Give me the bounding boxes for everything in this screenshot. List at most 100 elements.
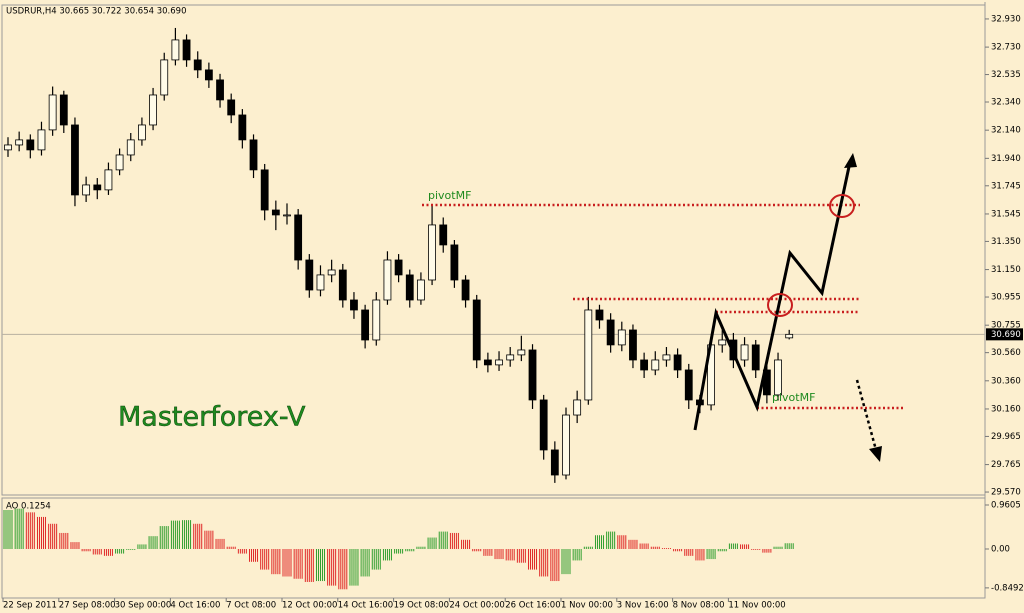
candle-body: [617, 329, 626, 346]
candle-body: [294, 214, 303, 261]
candle-body: [461, 279, 470, 301]
drawings: [422, 153, 905, 462]
y-tick-label: 32.535: [991, 70, 1021, 80]
candle-body: [361, 309, 370, 341]
y-tick-label: 31.350: [991, 237, 1021, 247]
candle-body: [640, 359, 649, 371]
candle-body: [283, 214, 291, 217]
y-tick-label: 30.160: [991, 404, 1021, 414]
candle-body: [472, 299, 481, 361]
candle-body: [327, 269, 336, 276]
y-tick-label: 32.340: [991, 98, 1021, 108]
zigzag: [693, 161, 852, 431]
candle-body: [171, 39, 180, 61]
candle-body: [59, 94, 68, 126]
watermark: Masterforex-V: [118, 402, 306, 433]
candle-body: [149, 94, 157, 126]
candle-body: [550, 449, 559, 476]
x-tick-label: 12 Oct 00:00: [282, 601, 337, 611]
candle-body: [260, 169, 269, 211]
candle-body: [48, 94, 57, 131]
candle-body: [126, 139, 135, 156]
candle-body: [450, 244, 459, 281]
candle-body: [204, 69, 213, 81]
candle-body: [93, 184, 102, 191]
y-tick-label: 31.745: [991, 181, 1021, 191]
y-tick-label: 30.360: [991, 376, 1021, 386]
candle-body: [37, 129, 46, 151]
candle-body: [104, 169, 113, 191]
candle-body: [718, 339, 727, 346]
candle-body: [417, 279, 425, 301]
candle-body: [673, 354, 682, 371]
candle-body: [216, 79, 224, 101]
candle-body: [562, 414, 570, 476]
x-tick-label: 19 Oct 08:00: [394, 601, 449, 611]
candle-body: [584, 309, 593, 401]
candle-body: [115, 154, 124, 171]
candle-body: [785, 333, 794, 339]
candle-body: [249, 139, 258, 171]
y-tick-label: 31.150: [991, 265, 1021, 275]
annotation: pivotMF: [428, 189, 471, 202]
candle-body: [606, 319, 615, 346]
circle-marker: [767, 293, 793, 317]
candle-body: [573, 399, 582, 416]
candle-body: [539, 399, 548, 451]
arrow-head: [844, 153, 857, 168]
candle-body: [15, 139, 24, 146]
candle-body: [439, 224, 448, 246]
candle-body: [271, 209, 280, 216]
arrow-head: [869, 446, 882, 462]
marks: 32.930 32.730 32.535 32.340 32.140 31.940 31.7…: [2, 14, 1024, 611]
x-tick-label: 4 Oct 16:00: [170, 601, 220, 611]
candle-body: [4, 144, 12, 151]
candle-body: [651, 359, 660, 371]
x-tick-label: 26 Oct 16:00: [505, 601, 560, 611]
candle-body: [483, 359, 492, 366]
candle-body: [751, 344, 760, 371]
y-tick-label: 29.570: [991, 488, 1021, 498]
candle-body: [238, 114, 247, 141]
candle-body: [517, 349, 526, 356]
x-tick-label: 1 Nov 00:00: [561, 601, 613, 611]
x-tick-label: 14 Oct 16:00: [338, 601, 393, 611]
candle-body: [383, 259, 392, 301]
candle-body: [26, 139, 35, 151]
y-tick-label: 32.140: [991, 126, 1021, 136]
y-tick-label: 0.00: [991, 544, 1010, 554]
candle-body: [182, 39, 191, 61]
x-tick-label: 24 Oct 00:00: [449, 601, 504, 611]
x-tick-label: 8 Nov 08:00: [673, 601, 725, 611]
candle-body: [372, 299, 381, 341]
candle-body: [316, 274, 325, 291]
candle-body: [428, 224, 436, 281]
candle-body: [193, 59, 202, 71]
candle-body: [305, 259, 314, 291]
candle-body: [629, 329, 637, 361]
dotted-arrow: [855, 379, 878, 451]
candle-body: [227, 99, 236, 116]
candle-body: [662, 354, 671, 361]
chart-header: USDRUR,H4 30.665 30.722 30.654 30.690: [6, 7, 186, 17]
y-tick-label: 29.965: [991, 432, 1021, 442]
y-tick-label: 29.765: [991, 460, 1021, 470]
candle-body: [394, 259, 403, 276]
y-tick-label: 32.730: [991, 43, 1021, 53]
x-tick-label: 22 Sep 2011: [3, 601, 57, 611]
y-tick-label: -0.8492: [991, 583, 1024, 593]
y-tick-label: 31.545: [991, 209, 1021, 219]
current-price-label: 30.690: [991, 330, 1021, 340]
x-tick-label: 7 Oct 08:00: [226, 601, 276, 611]
x-tick-label: 11 Nov 00:00: [728, 601, 785, 611]
annotation: pivotMF: [772, 391, 815, 404]
y-tick-label: 32.930: [991, 14, 1021, 24]
candle-body: [338, 269, 347, 301]
current-price-box: [986, 328, 1023, 341]
y-tick-label: 31.940: [991, 154, 1021, 164]
circle-marker: [829, 194, 855, 218]
x-tick-label: 27 Sep 08:00: [59, 601, 116, 611]
candle-body: [495, 359, 503, 366]
